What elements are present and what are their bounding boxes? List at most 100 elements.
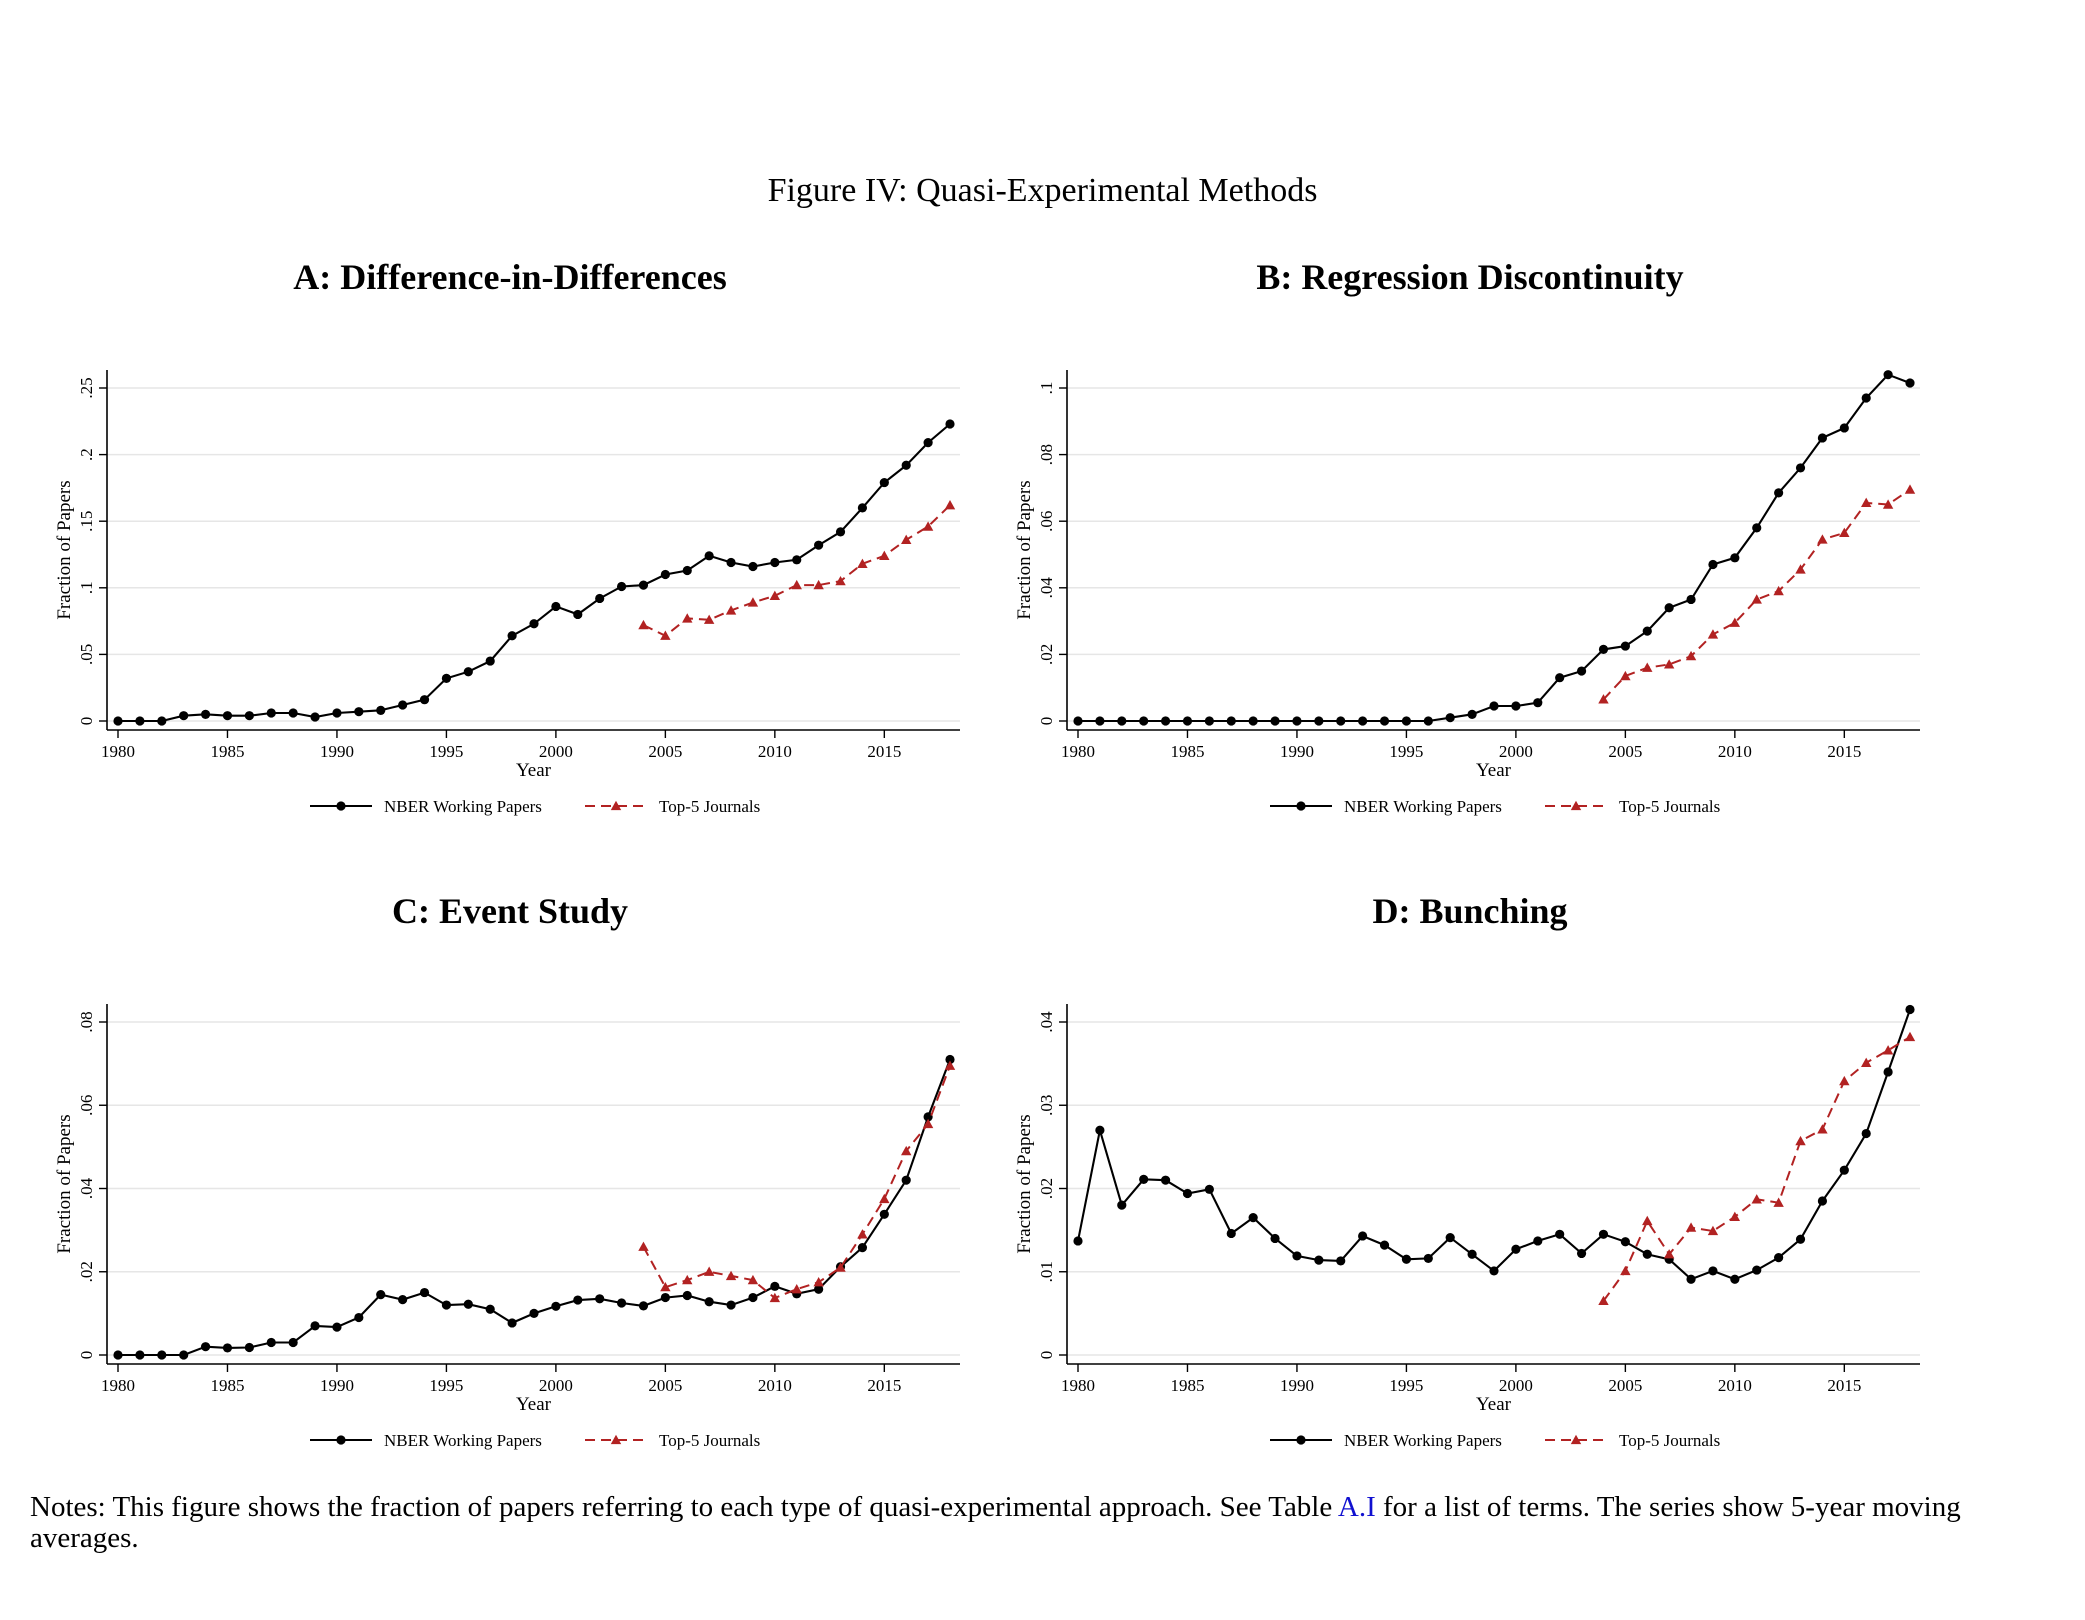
top5-data-point — [638, 1241, 649, 1251]
nber-data-point — [1160, 1175, 1171, 1185]
top5-data-point — [1773, 1197, 1784, 1207]
legend-nber-label: NBER Working Papers — [384, 1431, 542, 1450]
y-tick-label: 0 — [77, 717, 96, 726]
nber-data-point — [288, 708, 298, 718]
nber-data-point — [704, 551, 714, 561]
nber-data-point — [857, 1243, 868, 1253]
nber-data-point — [1883, 370, 1893, 380]
legend-top5-label: Top-5 Journals — [659, 797, 760, 816]
top5-data-point — [1729, 617, 1741, 627]
x-tick-label: 2005 — [1608, 1376, 1642, 1395]
x-tick-label: 1980 — [1061, 1376, 1095, 1395]
notes-text: Notes: This figure shows the fraction of… — [30, 1491, 1338, 1523]
nber-data-point — [814, 540, 824, 550]
top5-data-point — [1729, 1211, 1741, 1221]
nber-data-point — [200, 1342, 211, 1352]
top5-data-point — [1598, 694, 1609, 704]
x-axis-title: Year — [516, 760, 552, 781]
nber-data-point — [638, 1301, 649, 1311]
nber-data-point — [1336, 1256, 1346, 1266]
x-tick-label: 2005 — [648, 742, 682, 761]
nber-data-point — [835, 527, 846, 537]
top5-data-point — [1882, 1045, 1894, 1055]
nber-data-point — [1642, 626, 1652, 636]
nber-data-point — [923, 1112, 933, 1122]
nber-data-point — [770, 557, 780, 568]
legend-top5-marker — [610, 800, 622, 811]
top5-data-point — [901, 1145, 912, 1156]
top5-data-point — [682, 1274, 693, 1285]
nber-data-point — [1708, 559, 1718, 570]
table-link[interactable]: A.I — [1337, 1491, 1376, 1523]
y-tick-label: .1 — [77, 581, 96, 594]
nber-data-point — [1270, 1233, 1280, 1244]
top5-data-point — [660, 1281, 671, 1292]
nber-data-point — [1861, 393, 1871, 403]
nber-data-point — [1752, 523, 1762, 533]
nber-data-point — [1314, 1255, 1324, 1265]
x-tick-label: 2015 — [1827, 742, 1861, 761]
top5-data-point — [1904, 1031, 1916, 1042]
nber-data-point — [179, 1350, 189, 1360]
nber-data-point — [441, 1300, 452, 1310]
x-axis-title: Year — [516, 1394, 552, 1415]
y-axis-title: Fraction of Papers — [1014, 480, 1035, 619]
nber-data-point — [332, 1322, 342, 1332]
x-tick-label: 2010 — [1718, 1376, 1752, 1395]
top5-data-point — [1839, 527, 1850, 538]
top5-series-line — [642, 1065, 951, 1300]
y-tick-label: .06 — [1037, 511, 1056, 532]
y-tick-label: .15 — [77, 511, 96, 532]
nber-data-point — [1423, 1253, 1433, 1264]
x-tick-label: 2010 — [1718, 742, 1752, 761]
nber-data-point — [1795, 1234, 1806, 1244]
top5-data-point — [1795, 564, 1806, 574]
nber-data-point — [1292, 1251, 1302, 1261]
legend-nber-marker — [1296, 1435, 1306, 1445]
legend-top5-label: Top-5 Journals — [1619, 797, 1720, 816]
top5-data-point — [1642, 1215, 1653, 1226]
top5-data-point — [1795, 1135, 1806, 1146]
nber-data-point — [1511, 1244, 1521, 1254]
nber-data-point — [332, 708, 342, 718]
y-tick-label: 0 — [1037, 717, 1056, 726]
y-axis-title: Fraction of Papers — [54, 1114, 75, 1253]
nber-data-point — [595, 593, 605, 604]
y-tick-label: .04 — [77, 1177, 96, 1199]
top5-data-point — [1751, 594, 1762, 604]
nber-data-point — [1905, 378, 1915, 388]
y-tick-label: .08 — [77, 1011, 96, 1032]
top5-data-point — [1861, 1057, 1872, 1067]
x-tick-label: 1990 — [320, 742, 354, 761]
nber-data-point — [485, 656, 495, 666]
top5-data-point — [1861, 497, 1872, 508]
top5-data-point — [1707, 1225, 1719, 1236]
top5-data-point — [835, 575, 846, 586]
nber-data-point — [879, 477, 889, 488]
nber-data-point — [1401, 1254, 1412, 1264]
nber-data-point — [1905, 1004, 1915, 1015]
top5-data-point — [682, 613, 693, 623]
nber-data-point — [1620, 1237, 1630, 1247]
nber-data-point — [1401, 716, 1412, 726]
nber-data-point — [1095, 1125, 1105, 1135]
nber-data-point — [354, 1312, 364, 1323]
nber-data-point — [1292, 716, 1302, 726]
top5-data-point — [747, 597, 759, 607]
nber-data-point — [1336, 716, 1346, 726]
x-tick-label: 1980 — [1061, 742, 1095, 761]
x-tick-label: 2015 — [867, 742, 901, 761]
nber-data-point — [1730, 553, 1740, 563]
top5-data-point — [1817, 1124, 1828, 1134]
legend-nber-marker — [1296, 801, 1306, 811]
panel-b-chart: 0 .02 .04 .06 .08 .1 1980 1985 1990 1995 2000 2005 2… — [1014, 370, 1920, 816]
nber-data-point — [419, 695, 430, 705]
nber-data-point — [310, 1321, 320, 1331]
top5-data-point — [725, 1270, 737, 1281]
nber-data-point — [792, 555, 802, 565]
nber-data-point — [398, 700, 408, 710]
legend-nber-label: NBER Working Papers — [1344, 1431, 1502, 1450]
x-tick-label: 1995 — [429, 1376, 463, 1395]
legend-nber-label: NBER Working Papers — [1344, 797, 1502, 816]
nber-data-point — [1752, 1265, 1762, 1275]
